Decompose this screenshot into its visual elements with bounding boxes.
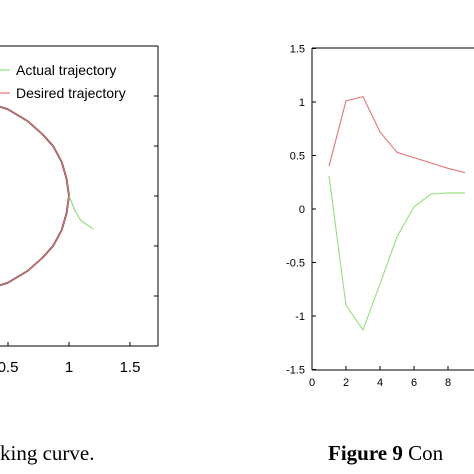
- right-series-green: [328, 175, 465, 331]
- right-series-red: [328, 96, 466, 174]
- left-series: [0, 105, 94, 287]
- right-x-tick-label: 4: [377, 377, 383, 389]
- right-y-tick-label: -0.5: [286, 258, 305, 270]
- right-y-ticks: 1.5 1 0.5 0 -0.5 -1 -1.5: [286, 44, 316, 377]
- right-chart: 1.5 1 0.5 0 -0.5 -1 -1.5 0 2 4 6 8 Figure 9 Con: [286, 44, 474, 465]
- legend-label-actual: Actual trajectory: [16, 62, 116, 78]
- left-y-ticks: [154, 45, 158, 347]
- series-dark-trajectory: [0, 105, 70, 287]
- left-x-tick-label: 1.5: [120, 359, 141, 376]
- left-x-tick-label: 0.5: [0, 359, 18, 376]
- right-x-ticks: 0 2 4 6 8: [309, 366, 451, 389]
- right-caption: Figure 9 Con: [328, 441, 444, 465]
- right-x-tick-label: 0: [309, 377, 315, 389]
- series-actual-trajectory: [68, 195, 94, 230]
- left-x-ticks: 0.5 1 1.5: [0, 342, 140, 376]
- right-caption-bold: Figure 9: [328, 441, 403, 465]
- right-y-tick-label: 0.5: [290, 151, 305, 163]
- left-chart: 0.5 1 1.5 Actual trajectory Desired trajec…: [0, 45, 159, 465]
- right-y-tick-label: 1: [299, 97, 305, 109]
- right-caption-rest: Con: [403, 441, 444, 465]
- right-y-tick-label: -1.5: [286, 365, 305, 377]
- series-desired-trajectory: [0, 106, 70, 286]
- right-y-tick-label: -1: [295, 311, 305, 323]
- left-legend: Actual trajectory Desired trajectory: [0, 62, 126, 101]
- left-x-tick-label: 1: [65, 359, 73, 376]
- right-y-tick-label: 0: [299, 204, 305, 216]
- right-x-tick-label: 2: [343, 377, 349, 389]
- legend-label-desired: Desired trajectory: [16, 85, 126, 101]
- right-x-tick-label: 6: [411, 377, 417, 389]
- right-x-tick-label: 8: [445, 377, 451, 389]
- right-series: [328, 96, 466, 331]
- left-caption: king curve.: [0, 441, 94, 465]
- right-y-tick-label: 1.5: [290, 44, 305, 56]
